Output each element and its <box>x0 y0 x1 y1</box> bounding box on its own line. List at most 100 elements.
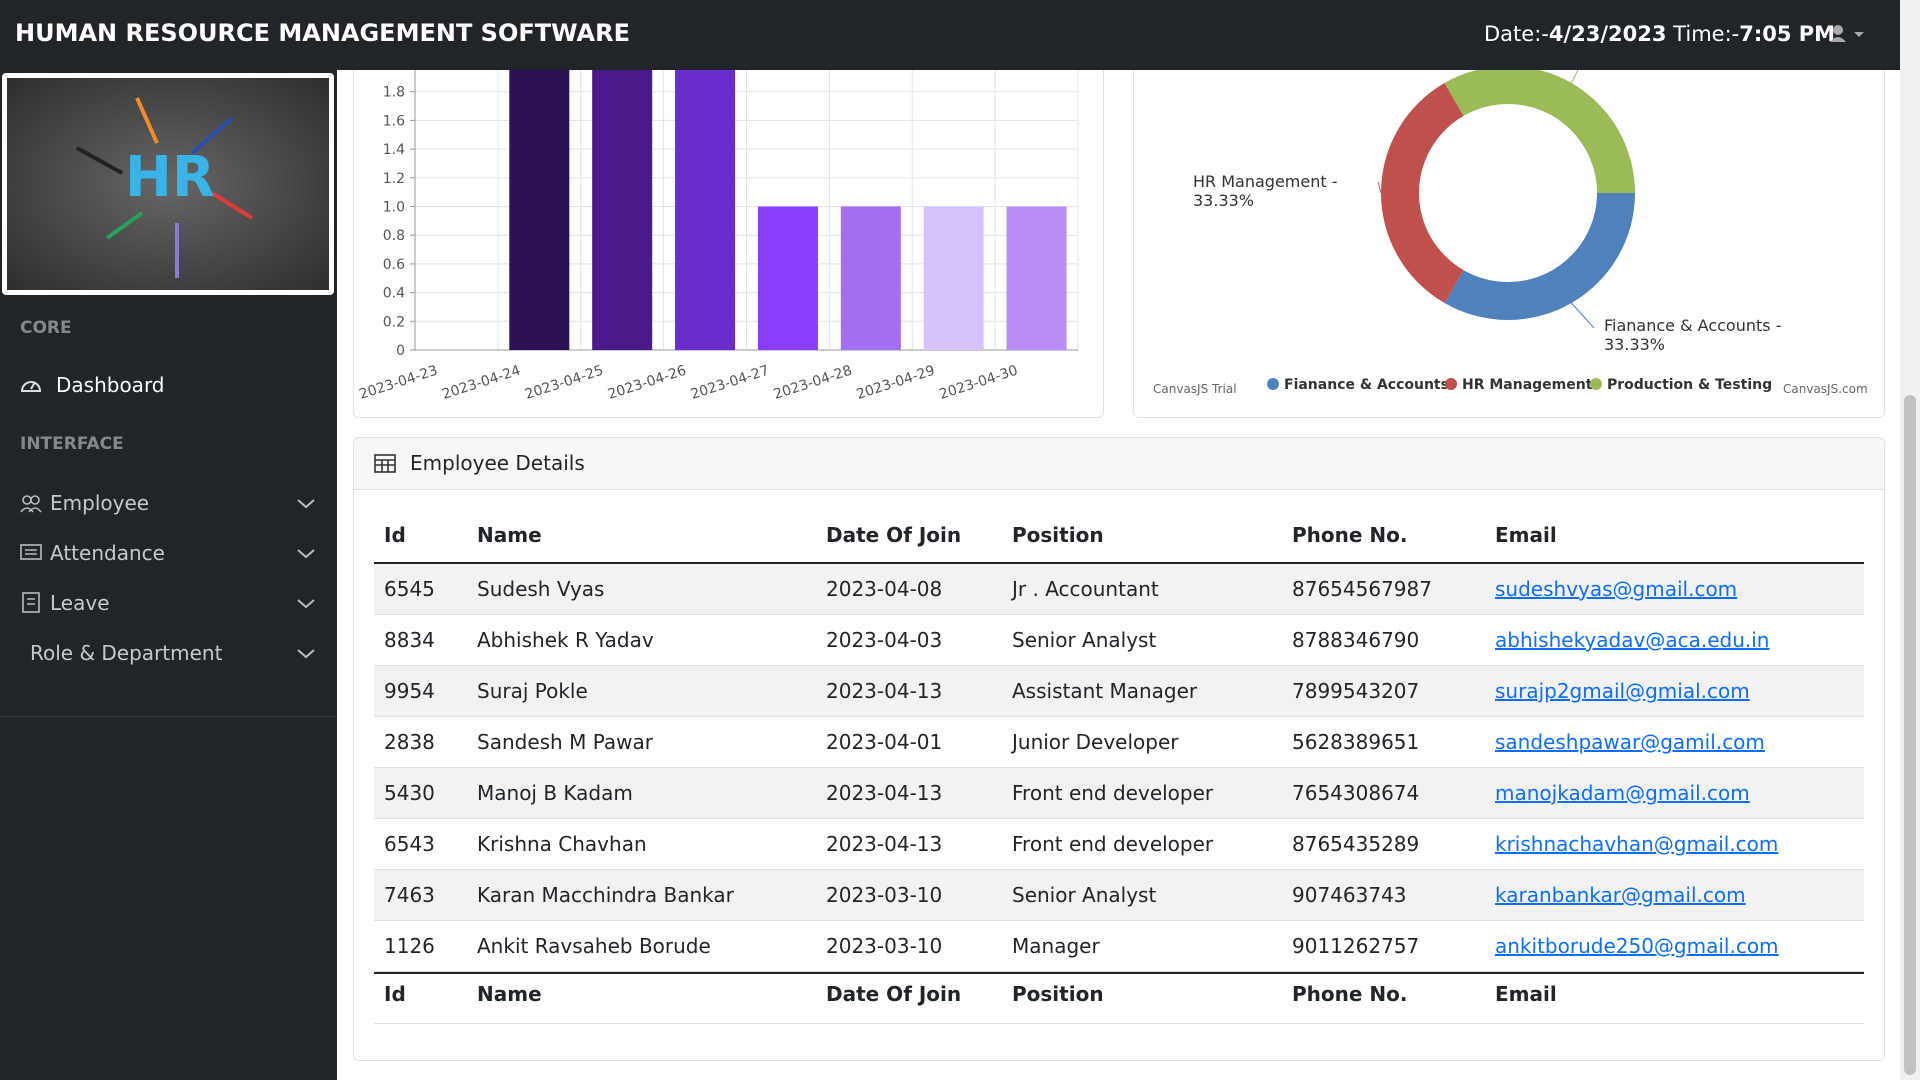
email-link[interactable]: surajp2gmail@gmial.com <box>1495 679 1750 703</box>
table-cell: 2023-04-03 <box>826 628 943 652</box>
nav-item[interactable]: Dashboard <box>56 373 165 397</box>
date-label: Date:- <box>1484 22 1549 46</box>
y-tick-label: 0 <box>396 343 405 359</box>
nav-chevrons <box>297 499 315 659</box>
scrollbar-thumb[interactable] <box>1904 395 1916 1075</box>
column-header: Id <box>384 523 406 547</box>
table-cell: 9011262757 <box>1292 934 1420 958</box>
column-footer: Date Of Join <box>826 982 962 1006</box>
table-cell: 6543 <box>384 832 435 856</box>
column-footer: Email <box>1495 982 1557 1006</box>
column-header: Email <box>1495 523 1557 547</box>
header-rule <box>374 562 1864 564</box>
section-heading: INTERFACE <box>20 434 124 454</box>
bar <box>675 63 736 350</box>
bar <box>1006 206 1067 350</box>
email-link[interactable]: manojkadam@gmail.com <box>1495 781 1750 805</box>
email-link[interactable]: abhishekyadav@aca.edu.in <box>1495 628 1770 652</box>
legend-marker <box>1590 378 1602 390</box>
table-cell: 2023-04-08 <box>826 577 943 601</box>
logo-image: HR <box>7 78 329 290</box>
label-connector <box>1377 181 1382 194</box>
table-row <box>374 819 1864 870</box>
table-cell: 8834 <box>384 628 435 652</box>
logo-frame: HR <box>2 73 334 295</box>
table-cell: Manoj B Kadam <box>477 781 633 805</box>
email-link[interactable]: sudeshvyas@gmail.com <box>1495 577 1738 601</box>
column-footer: Phone No. <box>1292 982 1408 1006</box>
table-cell: Karan Macchindra Bankar <box>477 883 734 907</box>
card-title: Employee Details <box>410 451 585 475</box>
table-icon <box>374 454 396 473</box>
user-menu[interactable] <box>1828 24 1868 46</box>
logo-text: HR <box>125 145 215 210</box>
top-navbar: HUMAN RESOURCE MANAGEMENT SOFTWARE Date:… <box>0 0 1900 70</box>
nav-item[interactable]: Employee <box>50 491 150 515</box>
watermark: CanvasJS Trial <box>1153 382 1237 396</box>
nav-item[interactable]: Role & Department <box>30 641 223 665</box>
table-cell: 9954 <box>384 679 435 703</box>
footer-rule <box>374 972 1864 974</box>
x-tick-label: 2023-04-29 <box>855 363 937 403</box>
doughnut-slice <box>1381 83 1464 303</box>
table-row <box>374 666 1864 717</box>
divider <box>0 716 337 717</box>
column-footer: Position <box>1012 982 1104 1006</box>
table-cell: 2023-03-10 <box>826 883 943 907</box>
table-cell: 2023-03-10 <box>826 934 943 958</box>
bar <box>840 206 901 350</box>
table-cell: Front end developer <box>1012 781 1214 805</box>
table-row <box>374 615 1864 666</box>
bar <box>923 206 984 350</box>
time-label: Time:- <box>1673 22 1740 46</box>
y-tick-label: 1.4 <box>383 142 405 158</box>
y-tick-label: 0.4 <box>383 286 405 302</box>
column-header: Date Of Join <box>826 523 962 547</box>
table-row <box>374 921 1864 972</box>
table-cell: Ankit Ravsaheb Borude <box>477 934 711 958</box>
email-link[interactable]: krishnachavhan@gmail.com <box>1495 832 1779 856</box>
dashboard-icon <box>20 381 42 392</box>
y-tick-label: 0.8 <box>383 228 405 244</box>
table-cell: Front end developer <box>1012 832 1214 856</box>
nav-item[interactable]: Leave <box>50 591 110 615</box>
table-row <box>374 870 1864 921</box>
table-cell: 5430 <box>384 781 435 805</box>
table-cell: 2838 <box>384 730 435 754</box>
table-cell: Junior Developer <box>1012 730 1179 754</box>
scrollbar[interactable] <box>1900 0 1920 1080</box>
legend-marker <box>1267 378 1279 390</box>
table-cell: 8788346790 <box>1292 628 1420 652</box>
column-header: Position <box>1012 523 1104 547</box>
y-tick-label: 1.8 <box>383 85 405 101</box>
doughnut-slice <box>1444 193 1635 320</box>
email-link[interactable]: karanbankar@gmail.com <box>1495 883 1746 907</box>
app-title: HUMAN RESOURCE MANAGEMENT SOFTWARE <box>15 19 630 47</box>
table-cell: Abhishek R Yadav <box>477 628 654 652</box>
table-cell: 87654567987 <box>1292 577 1432 601</box>
y-tick-label: 1.2 <box>383 171 405 187</box>
legend-label: Fianance & Accounts <box>1284 377 1449 393</box>
y-tick-label: 1.0 <box>383 200 405 216</box>
legend-marker <box>1445 378 1457 390</box>
column-footer: Name <box>477 982 542 1006</box>
legend-label: Production & Testing <box>1607 377 1772 393</box>
table-cell: 2023-04-13 <box>826 781 943 805</box>
date-time: Date:-4/23/2023 Time:-7:05 PM <box>1484 22 1835 46</box>
table-row <box>374 717 1864 768</box>
doughnut-slice <box>1444 66 1635 193</box>
nav-item[interactable]: Attendance <box>50 541 165 565</box>
table-cell: Manager <box>1012 934 1100 958</box>
table-cell: Assistant Manager <box>1012 679 1198 703</box>
table-cell: Sandesh M Pawar <box>477 730 653 754</box>
section-heading: CORE <box>20 318 72 338</box>
label-connector <box>1571 302 1595 329</box>
y-tick-label: 0.2 <box>383 314 405 330</box>
email-link[interactable]: sandeshpawar@gamil.com <box>1495 730 1765 754</box>
x-tick-label: 2023-04-30 <box>937 363 1019 403</box>
footer-row-border <box>374 1023 1864 1024</box>
table-row <box>374 768 1864 819</box>
email-link[interactable]: ankitborude250@gmail.com <box>1495 934 1779 958</box>
